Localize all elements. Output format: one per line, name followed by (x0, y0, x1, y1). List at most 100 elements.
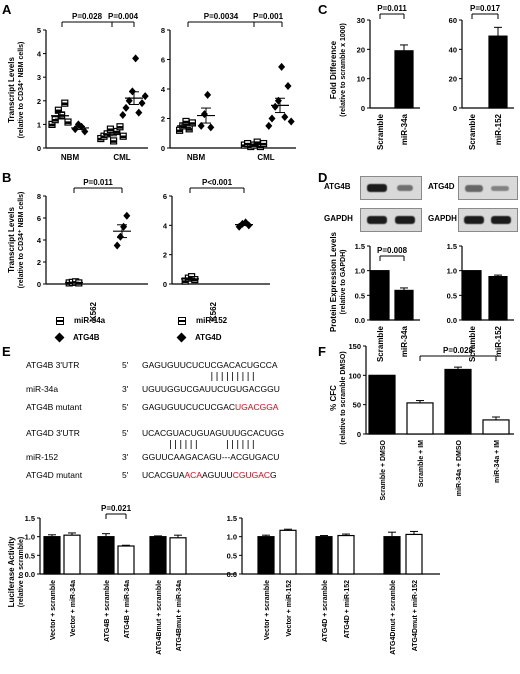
panel-e-ylabel-line1: Luciferase Activity (7, 536, 16, 607)
x-tick-label: miR-152 (494, 113, 503, 145)
y-tick-label: 20 (357, 45, 365, 54)
bar (405, 533, 423, 575)
legend-label: ATG4D (195, 333, 222, 342)
diamond-marker (281, 113, 289, 122)
y-tick-label: 1.0 (227, 533, 237, 542)
sig-b-right-label: P<0.001 (202, 178, 233, 187)
diamond-marker (207, 123, 215, 132)
seq-mir152-label: miR-152 (26, 452, 59, 462)
diamond-marker (119, 110, 127, 119)
x-tick-label: Scramble (376, 325, 385, 362)
seq-mutated-part: ACA (184, 470, 202, 480)
bar (337, 534, 355, 575)
x-tick-label: miR-152 (494, 325, 503, 357)
x-tick-label: Scramble + DMSO (380, 439, 387, 500)
panel-label-e: E (2, 344, 11, 359)
diamond-marker (141, 92, 149, 101)
panel-e-ylabel-line2: (relative to scramble) (18, 537, 25, 607)
sig-a-left-1-label: P=0.028 (72, 12, 103, 21)
y-tick-label: 10 (357, 75, 365, 84)
y-tick-label: 0.5 (355, 291, 365, 300)
sig-b-left-label: P=0.011 (83, 178, 113, 187)
y-tick-label: 1.0 (355, 267, 365, 276)
diamond-marker (284, 82, 292, 91)
x-tick-label: ATG4B + scramble (104, 580, 111, 642)
y-tick-label: 2 (163, 251, 167, 260)
x-tick-label: Vector + miR-152 (286, 580, 293, 637)
panel-c-ylabel-line2: (relative to scramble x 1000) (340, 23, 347, 117)
x-tick-label: ATG4D + miR-152 (344, 580, 351, 639)
seq-mir152-end: 3' (122, 452, 129, 462)
bar (488, 275, 508, 321)
sig-e-left-label: P=0.021 (101, 504, 132, 513)
bar (406, 402, 434, 435)
y-tick-label: 0 (161, 144, 165, 153)
legend-label: miR-34a (74, 316, 106, 325)
x-tick-label: ATG4D + scramble (322, 580, 329, 642)
y-tick-label: 0.5 (447, 291, 457, 300)
square-marker-fill (75, 282, 82, 285)
blot-band (367, 216, 387, 224)
x-tick-label: miR-34a + DMSO (456, 439, 463, 496)
diamond-marker-icon (176, 332, 187, 343)
seq-atg4b-utr-end: 5' (122, 360, 129, 370)
legend-atg4d: ATG4D (176, 332, 222, 343)
bar (462, 270, 482, 321)
bar (169, 537, 187, 575)
y-tick-label: 1.0 (447, 267, 457, 276)
square-marker-fill (186, 128, 193, 131)
x-tick-label: Scramble (376, 113, 385, 150)
panel-label-b: B (2, 170, 12, 185)
square-marker-fill (260, 142, 267, 146)
diamond-marker (135, 108, 143, 117)
bar (488, 35, 508, 109)
y-tick-label: 40 (449, 45, 457, 54)
x-group-label: CML (113, 153, 130, 162)
panel-f-ylabel-line2: (relative to scramble DMSO) (340, 351, 347, 444)
seq-mir34a: UGUUGGUCGAUUCUGUGACGGU (142, 384, 280, 394)
panel-f-ylabel-line1: % CFC (329, 385, 338, 411)
x-tick-label: ATG4B + miR-34a (124, 580, 131, 639)
bar (149, 536, 167, 575)
blot-label-gapdh-right: GAPDH (428, 214, 457, 223)
y-tick-label: 2 (161, 115, 165, 124)
y-tick-label: 1.5 (447, 242, 457, 251)
y-tick-label: 0 (163, 280, 167, 289)
panel-label-a: A (2, 2, 12, 17)
square-marker-fill (254, 141, 261, 144)
diamond-marker (81, 127, 89, 136)
blot-atg4d (458, 176, 518, 200)
diamond-marker-icon (54, 332, 65, 343)
diamond-marker (120, 222, 128, 231)
legend-mir34a: miR-34a (56, 316, 105, 325)
seq-mir152: GGUUCAAGACAGU---ACGUGACU (142, 452, 280, 462)
x-tick-label: Scramble + IM (418, 440, 425, 487)
seq-atg4d-mutant-label: ATG4D mutant (26, 470, 83, 480)
square-marker-fill (183, 120, 189, 124)
square-marker-fill (120, 135, 127, 139)
bar (257, 536, 275, 575)
y-tick-label: 50 (353, 401, 361, 410)
y-tick-label: 30 (357, 16, 365, 25)
y-tick-label: 6 (161, 56, 165, 65)
x-tick-label: miR-34a + IM (494, 440, 501, 483)
y-tick-label: 0 (37, 280, 41, 289)
x-group-label: CML (257, 153, 274, 162)
blot-label-atg4b: ATG4B (324, 182, 351, 191)
bar (43, 536, 61, 575)
y-tick-label: 0 (453, 104, 457, 113)
seq-part: G (270, 470, 277, 480)
bar (279, 529, 297, 575)
seq-mir34a-end: 3' (122, 384, 129, 394)
panel-d-ylabel-line1: Protein Expression Levels (329, 231, 338, 332)
panel-label-f: F (318, 344, 326, 359)
panel-b-ylabel-line2: (relative to CD34⁺ NBM cells) (18, 192, 25, 289)
diamond-marker (132, 54, 140, 63)
x-tick-label: Vector + scramble (264, 580, 271, 640)
seq-atg4b-mutant-end: 5' (122, 402, 129, 412)
seq-atg4b-mutant-label: ATG4B mutant (26, 402, 82, 412)
square-marker-fill (117, 126, 123, 129)
y-tick-label: 1 (37, 120, 41, 129)
y-tick-label: 6 (163, 192, 167, 201)
